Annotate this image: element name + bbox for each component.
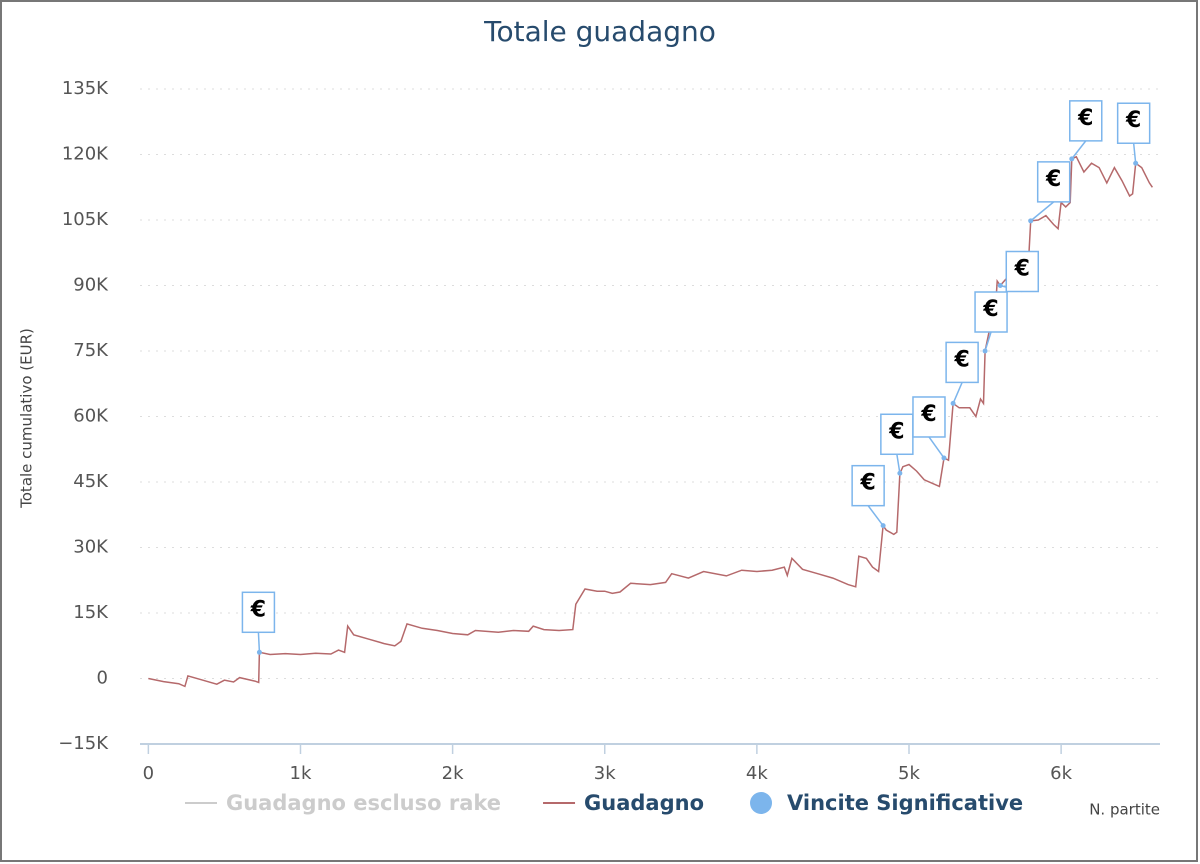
marker: [982, 348, 988, 354]
marker: [950, 400, 956, 406]
y-tick-label: 45K: [73, 471, 109, 492]
annotation-label: €: [920, 402, 936, 427]
legend-marker: [750, 792, 773, 814]
y-axis-title: Totale cumulativo (EUR): [18, 328, 36, 509]
annotation-connector: [1132, 143, 1137, 164]
annotation-connector: [952, 382, 963, 404]
annotation-label: €: [1125, 108, 1141, 133]
legend: Guadagno escluso rake Guadagno Vincite Sig…: [185, 791, 1023, 815]
marker: [897, 470, 903, 476]
x-tick-label: 0: [143, 763, 154, 784]
y-tick-label: 75K: [73, 340, 109, 361]
x-tick-label: 6k: [1050, 763, 1072, 784]
chart-title: Totale guadagno: [483, 15, 716, 48]
annotation-box: [945, 341, 979, 384]
x-tick-label: 4k: [746, 763, 768, 784]
annotation-box: [880, 413, 914, 456]
annotation-box: [851, 464, 885, 507]
x-tick-label: 1k: [290, 763, 312, 784]
annotation-connector: [867, 505, 884, 527]
annotation-box: [1116, 102, 1151, 144]
annotation-connector: [257, 632, 261, 653]
annotation-box: [241, 591, 276, 634]
annotation-label: €: [1077, 106, 1093, 131]
annotation-connector: [984, 331, 992, 352]
annotation-label: €: [250, 597, 266, 622]
legend-label: Guadagno escluso rake: [226, 791, 501, 815]
y-tick-label: 105K: [62, 209, 109, 230]
y-tick-label: −15K: [58, 733, 109, 754]
marker: [997, 283, 1003, 288]
annotation-connector: [896, 454, 901, 474]
marker: [880, 523, 886, 529]
legend-label: Guadagno: [584, 791, 704, 815]
marker: [1069, 156, 1075, 162]
annotation-label: €: [888, 419, 904, 444]
line: [148, 155, 1154, 688]
legend-label: Vincite Significative: [787, 791, 1023, 815]
annotation-box: [1005, 250, 1040, 293]
x-tick-label: 5k: [898, 763, 920, 784]
x-tick-label: 3k: [594, 763, 616, 784]
marker: [256, 649, 262, 655]
y-tick-label: 90K: [73, 275, 109, 296]
marker: [1133, 160, 1139, 166]
annotation-connector: [1071, 140, 1087, 160]
y-tick-label: 0: [97, 668, 108, 689]
y-tick-label: 15K: [73, 602, 109, 623]
annotation-box: [912, 396, 946, 438]
annotation-label: €: [1045, 167, 1061, 192]
annotation-connector: [928, 436, 945, 459]
y-tick-label: 135K: [62, 78, 109, 99]
annotation-box: [974, 291, 1008, 333]
marker: [941, 455, 947, 461]
annotation-label: €: [982, 297, 998, 322]
annotation-connector: [1030, 201, 1055, 222]
x-tick-label: 2k: [442, 763, 464, 784]
annotation-box: [1069, 100, 1103, 142]
annotation-label: €: [953, 347, 969, 372]
x-axis-title: N. partite: [1089, 801, 1160, 819]
y-tick-label: 60K: [73, 406, 109, 427]
y-tick-label: 30K: [73, 537, 109, 558]
annotation-label: €: [1014, 257, 1030, 282]
y-tick-label: 120K: [62, 144, 109, 165]
marker: [1028, 218, 1034, 224]
annotation-box: [1036, 161, 1071, 203]
annotation-label: €: [859, 471, 875, 496]
